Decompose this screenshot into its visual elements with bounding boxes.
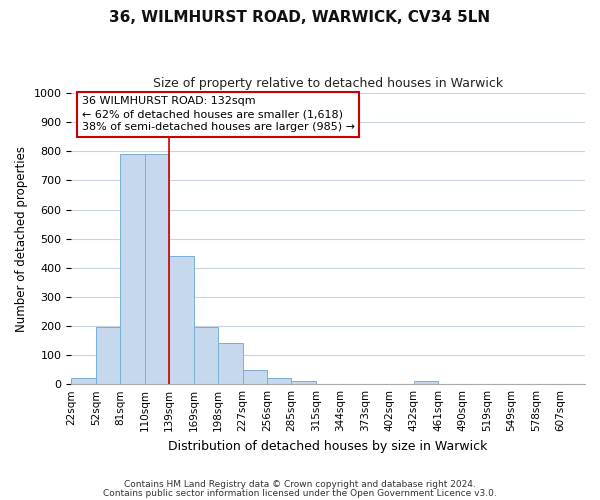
- Bar: [169, 256, 194, 384]
- Bar: [414, 382, 438, 384]
- Bar: [242, 370, 267, 384]
- Bar: [292, 382, 316, 384]
- Text: 36 WILMHURST ROAD: 132sqm
← 62% of detached houses are smaller (1,618)
38% of se: 36 WILMHURST ROAD: 132sqm ← 62% of detac…: [82, 96, 355, 132]
- Bar: [96, 327, 120, 384]
- Bar: [120, 154, 145, 384]
- Bar: [145, 154, 169, 384]
- Y-axis label: Number of detached properties: Number of detached properties: [15, 146, 28, 332]
- Bar: [267, 378, 292, 384]
- Title: Size of property relative to detached houses in Warwick: Size of property relative to detached ho…: [153, 78, 503, 90]
- Text: 36, WILMHURST ROAD, WARWICK, CV34 5LN: 36, WILMHURST ROAD, WARWICK, CV34 5LN: [109, 10, 491, 25]
- Bar: [71, 378, 96, 384]
- Bar: [194, 327, 218, 384]
- Text: Contains HM Land Registry data © Crown copyright and database right 2024.: Contains HM Land Registry data © Crown c…: [124, 480, 476, 489]
- Text: Contains public sector information licensed under the Open Government Licence v3: Contains public sector information licen…: [103, 488, 497, 498]
- X-axis label: Distribution of detached houses by size in Warwick: Distribution of detached houses by size …: [169, 440, 488, 452]
- Bar: [218, 344, 242, 384]
